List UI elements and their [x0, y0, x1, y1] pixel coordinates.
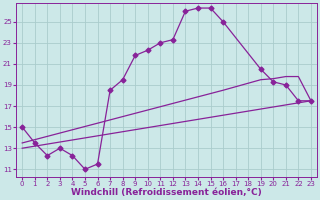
X-axis label: Windchill (Refroidissement éolien,°C): Windchill (Refroidissement éolien,°C): [71, 188, 262, 197]
